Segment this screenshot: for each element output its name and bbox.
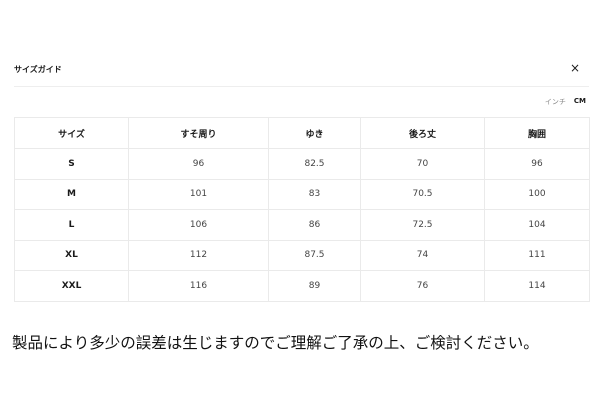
value-cell: 87.5: [268, 239, 361, 271]
size-cell: M: [14, 178, 129, 210]
header-sleeve: ゆき: [268, 117, 361, 149]
header-hem: すそ周り: [128, 117, 269, 149]
value-cell: 83: [268, 178, 361, 210]
header-chest: 胸囲: [484, 117, 590, 149]
table-header-row: サイズ すそ周り ゆき 後ろ丈 胸囲: [14, 117, 590, 149]
value-cell: 89: [268, 270, 361, 302]
value-cell: 96: [128, 148, 269, 180]
value-cell: 111: [484, 239, 590, 271]
unit-cm-button[interactable]: CM: [573, 97, 586, 105]
table-row: XXL 116 89 76 114: [14, 270, 590, 302]
value-cell: 100: [484, 178, 590, 210]
value-cell: 114: [484, 270, 590, 302]
value-cell: 112: [128, 239, 269, 271]
size-table: サイズ すそ周り ゆき 後ろ丈 胸囲 S 96 82.5 70 96 M 101 83 70.5…: [14, 117, 590, 302]
table-row: M 101 83 70.5 100: [14, 178, 590, 210]
close-icon[interactable]: ×: [570, 61, 581, 75]
divider: [14, 86, 589, 87]
table-row: XL 112 87.5 74 111: [14, 239, 590, 271]
size-cell: L: [14, 209, 129, 241]
value-cell: 86: [268, 209, 361, 241]
value-cell: 106: [128, 209, 269, 241]
header-back-length: 後ろ丈: [360, 117, 485, 149]
disclaimer-note: 製品により多少の誤差は生じますのでご理解ご了承の上、ご検討ください。: [12, 334, 539, 352]
header-size: サイズ: [14, 117, 129, 149]
value-cell: 72.5: [360, 209, 485, 241]
value-cell: 70: [360, 148, 485, 180]
size-cell: XXL: [14, 270, 129, 302]
value-cell: 101: [128, 178, 269, 210]
size-cell: S: [14, 148, 129, 180]
value-cell: 74: [360, 239, 485, 271]
value-cell: 82.5: [268, 148, 361, 180]
table-row: S 96 82.5 70 96: [14, 148, 590, 180]
value-cell: 70.5: [360, 178, 485, 210]
unit-toggle: インチ CM: [545, 97, 586, 107]
value-cell: 96: [484, 148, 590, 180]
dialog-title: サイズガイド: [14, 65, 62, 74]
size-cell: XL: [14, 239, 129, 271]
unit-inch-button[interactable]: インチ: [544, 98, 566, 106]
value-cell: 104: [484, 209, 590, 241]
table-row: L 106 86 72.5 104: [14, 209, 590, 241]
value-cell: 116: [128, 270, 269, 302]
value-cell: 76: [360, 270, 485, 302]
